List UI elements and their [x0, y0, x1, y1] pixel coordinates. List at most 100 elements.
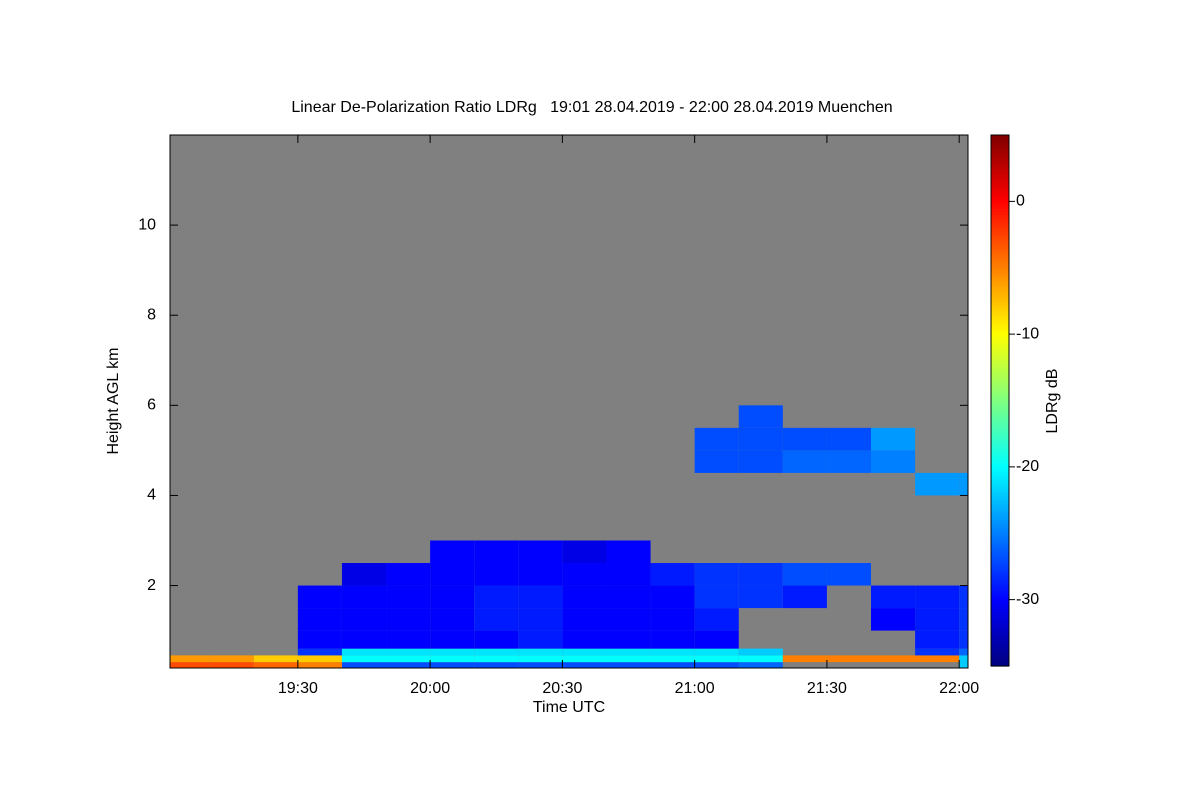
heatmap-cell [474, 655, 519, 663]
colorbar-segment [991, 180, 1009, 184]
colorbar-segment [991, 541, 1009, 545]
colorbar-segment [991, 206, 1009, 210]
heatmap-cell [606, 662, 651, 668]
colorbar-segment [991, 512, 1009, 516]
colorbar-segment [991, 299, 1009, 303]
colorbar-segment [991, 604, 1009, 609]
colorbar-segment [991, 647, 1009, 651]
heatmap-cell [209, 662, 254, 668]
heatmap-cell [430, 630, 475, 649]
colorbar-segment [991, 419, 1009, 423]
heatmap-cell [915, 585, 960, 609]
heatmap-cell [386, 655, 431, 663]
heatmap-cell [170, 655, 210, 663]
heatmap-cell [253, 655, 298, 663]
colorbar-segment [991, 225, 1009, 229]
colorbar-segment [991, 639, 1009, 643]
heatmap-cell [959, 655, 968, 663]
heatmap-cell [518, 630, 563, 649]
colorbar-segment [991, 241, 1009, 245]
heatmap-cell [782, 655, 827, 663]
heatmap-cell [562, 585, 607, 609]
heatmap-cell [518, 563, 563, 586]
colorbar-segment [991, 437, 1009, 441]
colorbar-segment [991, 610, 1009, 614]
colorbar-segment [991, 642, 1009, 646]
colorbar-segment [991, 602, 1009, 606]
heatmap-cell [386, 648, 431, 656]
colorbar-segment [991, 618, 1009, 622]
colorbar-segment [991, 416, 1009, 420]
heatmap-cell [562, 648, 607, 656]
heatmap-cell [915, 608, 960, 631]
colorbar-tick-label: -10 [1016, 325, 1039, 342]
heatmap-cell [871, 450, 916, 473]
colorbar-segment [991, 387, 1009, 391]
colorbar-segment [991, 456, 1009, 460]
heatmap-cell [606, 630, 651, 649]
heatmap-cell [430, 563, 475, 586]
heatmap-cell [606, 648, 651, 656]
colorbar-segment [991, 291, 1009, 295]
colorbar-segment [991, 474, 1009, 479]
colorbar-segment [991, 631, 1009, 635]
heatmap-cell [562, 630, 607, 649]
heatmap-cell [430, 585, 475, 609]
colorbar-segment [991, 615, 1009, 619]
colorbar-segment [991, 442, 1009, 447]
y-tick-label: 6 [147, 397, 156, 414]
colorbar-segment [991, 174, 1009, 179]
colorbar-segment [991, 219, 1009, 224]
colorbar-segment [991, 363, 1009, 367]
colorbar-segment [991, 331, 1009, 335]
heatmap-cell [474, 630, 519, 649]
colorbar-segment [991, 514, 1009, 518]
y-tick-label: 8 [147, 306, 156, 323]
colorbar-label: LDRg dB [1044, 369, 1061, 434]
colorbar-segment [991, 140, 1009, 144]
heatmap-cell [474, 585, 519, 609]
y-tick-label: 2 [147, 577, 156, 594]
colorbar-segment [991, 517, 1009, 521]
heatmap-cell [738, 648, 783, 656]
heatmap-cell [430, 648, 475, 656]
colorbar-segment [991, 485, 1009, 489]
colorbar-segment [991, 281, 1009, 285]
colorbar-segment [991, 201, 1009, 205]
colorbar-segment [991, 490, 1009, 495]
colorbar-segment [991, 413, 1009, 418]
colorbar-segment [991, 589, 1009, 593]
heatmap-cell [782, 563, 827, 586]
colorbar-segment [991, 339, 1009, 343]
colorbar-segment [991, 501, 1009, 505]
heatmap-cell [430, 608, 475, 631]
heatmap-cell [386, 630, 431, 649]
colorbar-segment [991, 254, 1009, 258]
colorbar-segment [991, 663, 1009, 667]
colorbar-segment [991, 193, 1009, 197]
y-axis-label: Height AGL km [105, 347, 122, 454]
heatmap-cell [650, 630, 695, 649]
colorbar-segment [991, 190, 1009, 195]
colorbar-segment [991, 421, 1009, 425]
heatmap-cell [297, 662, 342, 668]
colorbar-segment [991, 307, 1009, 311]
colorbar-segment [991, 509, 1009, 513]
colorbar-segment [991, 533, 1009, 537]
heatmap-cell [253, 662, 298, 668]
colorbar-segment [991, 493, 1009, 497]
colorbar-segment [991, 177, 1009, 181]
heatmap-cell [341, 630, 387, 649]
heatmap-cell [341, 648, 387, 656]
heatmap-cell [694, 563, 739, 586]
heatmap-cell [562, 608, 607, 631]
heatmap-cell [782, 427, 827, 451]
colorbar-segment [991, 273, 1009, 277]
colorbar-segment [991, 259, 1009, 264]
heatmap-cell [959, 585, 968, 609]
colorbar-segment [991, 368, 1009, 372]
heatmap-cell [386, 563, 431, 586]
colorbar-segment [991, 233, 1009, 237]
colorbar-segment [991, 336, 1009, 341]
colorbar-segment [991, 498, 1009, 502]
